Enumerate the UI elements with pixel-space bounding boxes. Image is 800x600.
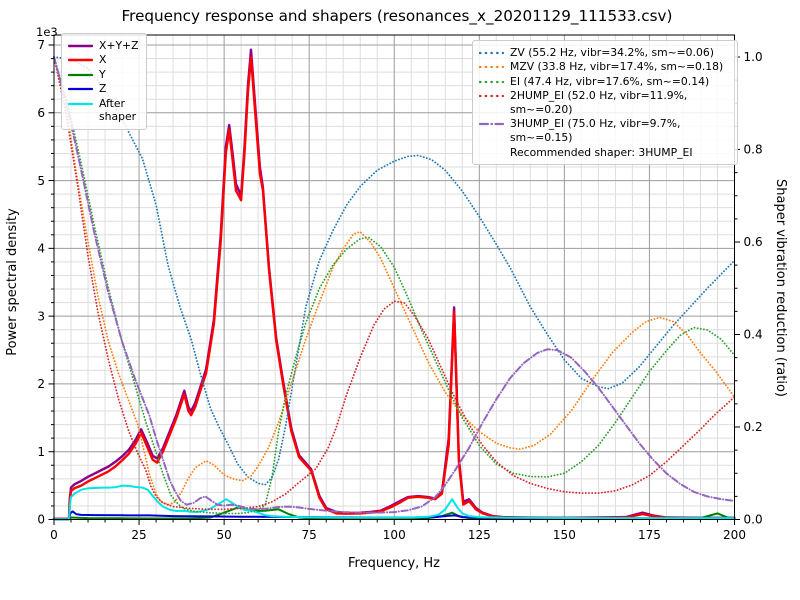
x-tick-label: 150 xyxy=(553,528,576,542)
legend-item-label: X+Y+Z xyxy=(99,39,139,52)
y-left-tick-label: 7 xyxy=(37,38,45,52)
legend-item-zv: ZV (55.2 Hz, vibr=34.2%, sm~=0.06) xyxy=(479,46,731,59)
y-right-tick-label: 0.2 xyxy=(744,420,763,434)
legend-item-label: Y xyxy=(99,67,106,81)
x-tick-label: 25 xyxy=(131,528,146,542)
legend-item-sum: X+Y+Z xyxy=(68,39,140,52)
legend-item-mzv: MZV (33.8 Hz, vibr=17.4%, sm~=0.18) xyxy=(479,60,731,73)
y-left-offset-label: 1e3 xyxy=(36,25,58,39)
legend-swatch-mzv xyxy=(479,66,504,69)
legend-swatch-after_shaper xyxy=(68,102,93,106)
series-line-3hump_ei xyxy=(53,56,736,514)
y-left-tick-label: 2 xyxy=(37,377,45,391)
legend-swatch-sum xyxy=(68,44,93,48)
y-right-tick-label: 1.0 xyxy=(744,50,763,64)
series-line-after_shaper xyxy=(53,484,736,521)
legend-item-ei: EI (47.4 Hz, vibr=17.6%, sm~=0.14) xyxy=(479,75,731,88)
legend-swatch-ei xyxy=(479,80,504,84)
axes-and-ticks xyxy=(48,34,740,525)
series-line-zv xyxy=(53,56,736,486)
series-line-2hump_ei xyxy=(53,56,736,511)
x-tick-label: 125 xyxy=(468,528,491,542)
y-right-tick-label: 0.6 xyxy=(744,235,763,249)
x-tick-label: 50 xyxy=(216,528,231,542)
tick-labels: 0 25 50 75 100 125 150 175 200 0 1 2 3 4 5 6 7 0.0 0.2 0.4 0… xyxy=(37,38,762,542)
legend-item-label: X xyxy=(99,53,107,67)
y-right-tick-label: 0.8 xyxy=(744,143,763,157)
legend-item-x: X xyxy=(68,53,140,66)
legend-item-label: EI (47.4 Hz, vibr=17.6%, sm~=0.14) xyxy=(510,74,710,88)
y-left-axis-label: Power spectral density xyxy=(5,208,20,356)
y-right-tick-label: 0.0 xyxy=(744,513,763,527)
x-tick-label: 175 xyxy=(638,528,661,542)
legend-shapers: ZV (55.2 Hz, vibr=34.2%, sm~=0.06) MZV (3… xyxy=(472,40,738,166)
legend-recommended-shaper: Recommended shaper: 3HUMP_EI xyxy=(510,146,693,160)
y-left-tick-label: 6 xyxy=(37,106,45,120)
legend-item-label: MZV (33.8 Hz, vibr=17.4%, sm~=0.18) xyxy=(510,60,724,74)
legend-psd: X+Y+Z X Y Z After shaper xyxy=(61,33,147,130)
legend-item-label: 3HUMP_EI (75.0 Hz, vibr=9.7%, sm~=0.15) xyxy=(510,117,681,144)
chart-title: Frequency response and shapers (resonanc… xyxy=(122,7,673,26)
legend-item-z: Z xyxy=(68,82,140,95)
y-left-tick-label: 4 xyxy=(37,242,45,256)
legend-swatch-x xyxy=(68,59,93,62)
legend-item-label: 2HUMP_EI (52.0 Hz, vibr=11.9%, sm~=0.20) xyxy=(510,89,688,116)
y-left-tick-label: 3 xyxy=(37,309,45,323)
legend-item-label: ZV (55.2 Hz, vibr=34.2%, sm~=0.06) xyxy=(510,46,714,59)
legend-item-label: After shaper xyxy=(99,96,137,124)
series-curves xyxy=(52,48,736,521)
y-left-tick-label: 0 xyxy=(37,513,45,527)
legend-swatch-3hump_ei xyxy=(479,123,504,126)
y-left-tick-label: 1 xyxy=(37,445,45,459)
legend-item-label: Z xyxy=(99,82,107,96)
legend-swatch-z xyxy=(68,88,93,91)
x-tick-label: 75 xyxy=(302,528,317,542)
legend-item-2hump_ei: 2HUMP_EI (52.0 Hz, vibr=11.9%, sm~=0.20) xyxy=(479,89,731,116)
legend-item-after_shaper: After shaper xyxy=(68,97,140,124)
y-left-tick-label: 5 xyxy=(37,174,45,188)
y-right-tick-label: 0.4 xyxy=(744,328,763,342)
x-tick-label: 200 xyxy=(723,528,746,542)
x-axis-label: Frequency, Hz xyxy=(348,556,440,571)
legend-item-y: Y xyxy=(68,68,140,81)
legend-item-3hump_ei: 3HUMP_EI (75.0 Hz, vibr=9.7%, sm~=0.15) xyxy=(479,117,731,144)
y-right-axis-label: Shaper vibration reduction (ratio) xyxy=(773,179,788,397)
x-tick-label: 0 xyxy=(50,528,58,542)
legend-swatch-zv xyxy=(479,51,504,55)
legend-swatch-2hump_ei xyxy=(479,95,504,98)
legend-swatch-y xyxy=(68,73,93,77)
x-tick-label: 100 xyxy=(383,528,406,542)
